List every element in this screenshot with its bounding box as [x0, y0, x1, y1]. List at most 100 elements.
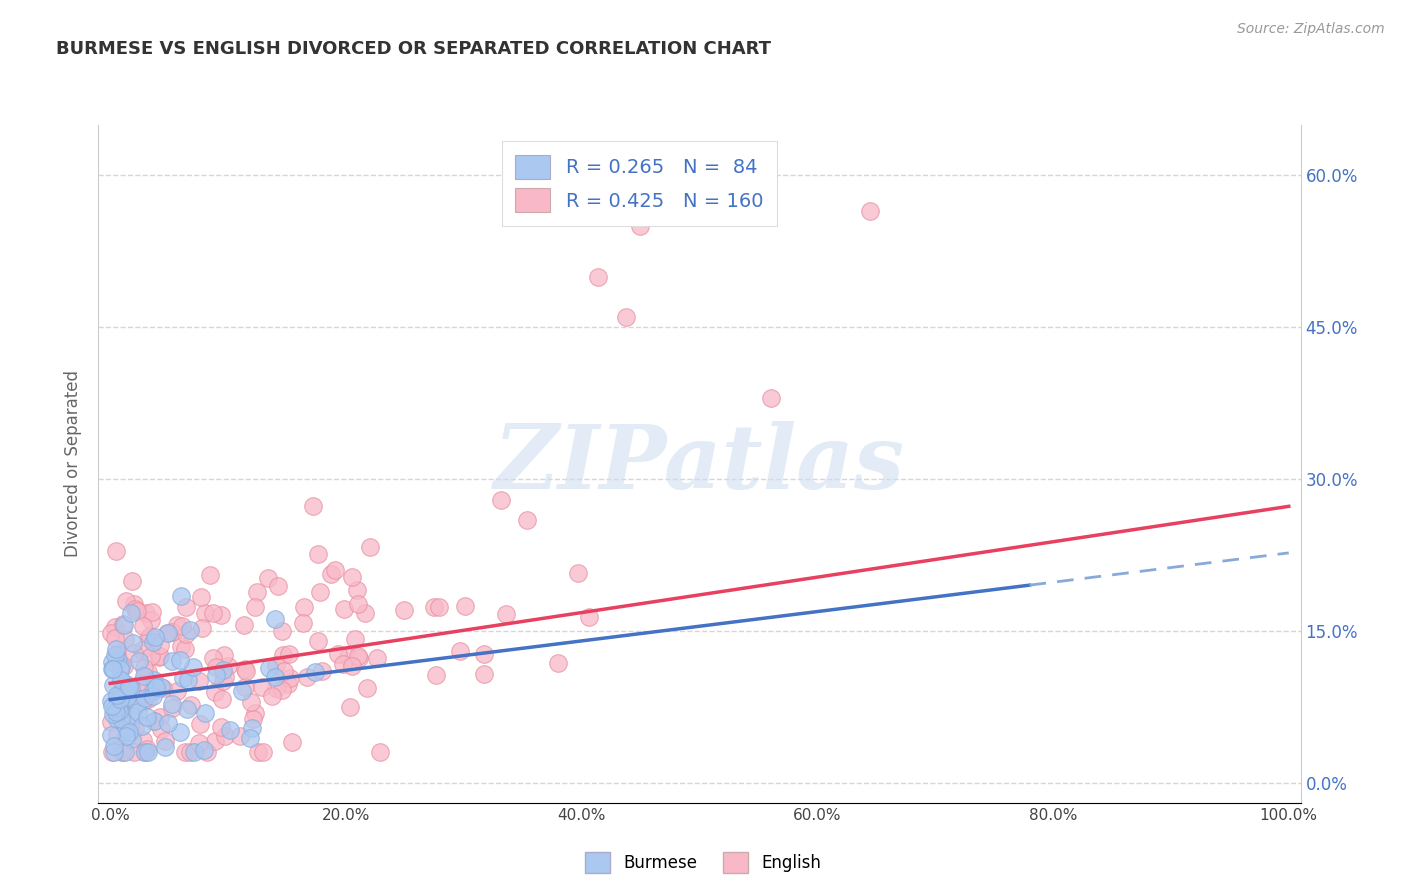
Point	[586, 269, 609, 284]
Point	[166, 618, 188, 632]
Point	[125, 698, 148, 712]
Text: Source: ZipAtlas.com: Source: ZipAtlas.com	[1237, 22, 1385, 37]
Point	[180, 698, 202, 712]
Point	[149, 648, 172, 663]
Point	[105, 647, 128, 661]
Point	[152, 681, 174, 695]
Point	[143, 630, 166, 644]
Point	[114, 745, 136, 759]
Point	[295, 670, 318, 684]
Point	[120, 717, 142, 731]
Point	[321, 567, 343, 582]
Point	[136, 665, 159, 679]
Point	[128, 654, 150, 668]
Point	[277, 677, 299, 691]
Point	[153, 733, 176, 747]
Point	[110, 673, 132, 687]
Point	[101, 655, 124, 669]
Point	[214, 729, 236, 743]
Point	[308, 585, 330, 599]
Point	[301, 500, 323, 514]
Point	[174, 626, 197, 640]
Point	[183, 659, 205, 673]
Point	[235, 664, 257, 678]
Point	[336, 649, 359, 664]
Point	[141, 683, 163, 698]
Point	[105, 705, 128, 719]
Point	[489, 493, 512, 508]
Point	[340, 658, 363, 673]
Point	[201, 606, 224, 620]
Point	[114, 632, 136, 647]
Point	[174, 745, 197, 759]
Point	[212, 663, 235, 677]
Point	[141, 605, 163, 619]
Point	[179, 745, 201, 759]
Point	[101, 662, 124, 676]
Point	[157, 626, 180, 640]
Point	[214, 670, 236, 684]
Point	[104, 620, 127, 634]
Point	[311, 665, 333, 679]
Point	[118, 725, 141, 739]
Point	[100, 728, 122, 742]
Point	[278, 647, 301, 661]
Point	[100, 694, 122, 708]
Point	[124, 721, 146, 735]
Point	[122, 646, 145, 660]
Point	[115, 691, 138, 706]
Point	[127, 706, 149, 720]
Point	[162, 654, 184, 668]
Point	[209, 720, 232, 734]
Point	[233, 680, 256, 694]
Point	[142, 673, 165, 688]
Point	[101, 678, 124, 692]
Y-axis label: Divorced or Separated: Divorced or Separated	[65, 370, 83, 558]
Point	[427, 600, 450, 615]
Point	[257, 661, 280, 675]
Point	[328, 648, 350, 662]
Point	[263, 670, 285, 684]
Point	[108, 704, 131, 718]
Point	[156, 626, 179, 640]
Point	[169, 653, 191, 667]
Point	[160, 698, 183, 712]
Point	[112, 618, 135, 632]
Point	[245, 599, 267, 614]
Point	[149, 638, 172, 652]
Point	[108, 688, 131, 702]
Point	[204, 734, 226, 748]
Point	[859, 203, 882, 218]
Point	[232, 618, 254, 632]
Point	[212, 673, 235, 688]
Point	[578, 609, 600, 624]
Point	[354, 606, 377, 620]
Point	[304, 665, 326, 679]
Point	[194, 606, 217, 620]
Point	[183, 745, 205, 759]
Point	[148, 681, 170, 695]
Point	[242, 712, 264, 726]
Point	[107, 694, 129, 708]
Point	[567, 566, 589, 580]
Point	[200, 568, 222, 582]
Point	[307, 634, 329, 648]
Point	[101, 698, 124, 713]
Point	[111, 745, 134, 759]
Point	[194, 706, 217, 720]
Point	[472, 666, 495, 681]
Point	[141, 614, 163, 628]
Point	[103, 745, 125, 759]
Point	[136, 710, 159, 724]
Point	[100, 625, 122, 640]
Point	[193, 743, 215, 757]
Point	[243, 706, 266, 720]
Point	[346, 583, 368, 598]
Point	[240, 695, 263, 709]
Point	[117, 681, 139, 695]
Point	[172, 619, 194, 633]
Point	[271, 683, 294, 698]
Point	[132, 619, 155, 633]
Point	[250, 681, 273, 695]
Point	[264, 612, 287, 626]
